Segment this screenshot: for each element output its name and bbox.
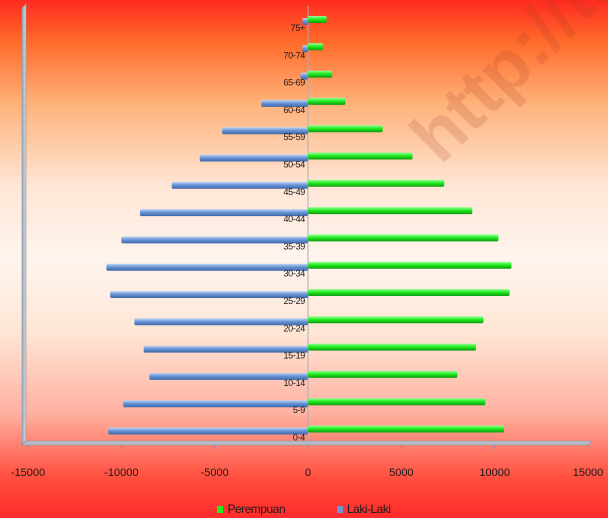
bar-perempuan-0-4 — [308, 425, 504, 433]
bar-laki-laki-45-49 — [171, 181, 308, 189]
chart-floor — [21, 440, 593, 446]
y-category-label: 35-39 — [283, 241, 305, 251]
legend-swatch-laki-laki — [337, 505, 343, 513]
y-category-label: 65-69 — [283, 78, 305, 88]
x-tick-label: -10000 — [104, 467, 138, 479]
bar-laki-laki-20-24 — [134, 318, 308, 326]
population-pyramid-chart: -15000 -10000 -5000 0 5000 10000 15000 0-4 5-9 10… — [11, 3, 604, 479]
bar-laki-laki-10-14 — [149, 372, 308, 380]
bar-laki-laki-30-34 — [106, 263, 309, 271]
legend-swatch-perempuan — [217, 505, 224, 513]
bar-laki-laki-25-29 — [110, 291, 308, 298]
bar-laki-laki-5-9 — [123, 400, 308, 408]
legend-label-perempuan: Perempuan — [227, 502, 285, 516]
bar-perempuan-50-54 — [308, 152, 413, 160]
x-tick-label: 0 — [305, 467, 311, 479]
x-tick-label: -5000 — [201, 467, 229, 479]
y-category-label: 25-29 — [283, 296, 305, 306]
bar-perempuan-70-74 — [308, 43, 323, 51]
chart-legend: Perempuan Laki-Laki — [0, 500, 608, 518]
bar-perempuan-10-14 — [308, 370, 458, 378]
x-tick-label: 15000 — [573, 467, 604, 479]
bar-laki-laki-15-19 — [143, 345, 308, 353]
y-category-label: 75+ — [291, 23, 305, 33]
bar-laki-laki-55-59 — [222, 127, 308, 135]
bar-perempuan-25-29 — [308, 289, 510, 296]
bar-perempuan-20-24 — [308, 316, 484, 324]
legend-item-laki-laki: Laki-Laki — [337, 500, 391, 518]
chart-side-wall — [21, 3, 27, 446]
bar-perempuan-15-19 — [308, 343, 476, 351]
y-category-label: 55-59 — [283, 132, 305, 142]
y-category-label: 70-74 — [283, 50, 305, 60]
bar-perempuan-75 — [308, 16, 327, 23]
bar-perempuan-55-59 — [308, 125, 383, 133]
y-category-label: 50-54 — [283, 160, 305, 170]
bar-perempuan-65-69 — [308, 70, 333, 78]
y-category-label: 10-14 — [283, 378, 305, 388]
bar-laki-laki-70-74 — [302, 45, 308, 53]
bar-laki-laki-35-39 — [121, 236, 308, 244]
bar-laki-laki-0-4 — [108, 427, 309, 435]
bar-laki-laki-60-64 — [261, 99, 308, 107]
bar-perempuan-30-34 — [308, 261, 512, 269]
y-category-label: 45-49 — [283, 187, 305, 197]
x-tick-label: 5000 — [389, 467, 413, 479]
bar-perempuan-60-64 — [308, 97, 346, 105]
y-category-label: 5-9 — [293, 405, 305, 415]
bar-laki-laki-65-69 — [300, 72, 308, 80]
bar-perempuan-45-49 — [308, 179, 445, 187]
y-category-label: 0-4 — [293, 433, 305, 443]
bar-perempuan-5-9 — [308, 398, 486, 406]
bar-perempuan-35-39 — [308, 234, 499, 242]
legend-item-perempuan: Perempuan — [217, 500, 285, 518]
y-category-label: 20-24 — [283, 323, 305, 333]
y-category-label: 40-44 — [283, 214, 305, 224]
y-category-label: 15-19 — [283, 351, 305, 361]
y-category-label: 60-64 — [283, 105, 305, 115]
x-tick-label: -15000 — [11, 467, 45, 479]
y-category-label: 30-34 — [283, 269, 305, 279]
bar-perempuan-40-44 — [308, 207, 473, 215]
x-tick-label: 10000 — [479, 467, 510, 479]
bar-laki-laki-50-54 — [199, 154, 308, 162]
legend-label-laki-laki: Laki-Laki — [347, 502, 391, 516]
bar-laki-laki-75 — [302, 18, 308, 25]
bar-laki-laki-40-44 — [140, 209, 308, 217]
